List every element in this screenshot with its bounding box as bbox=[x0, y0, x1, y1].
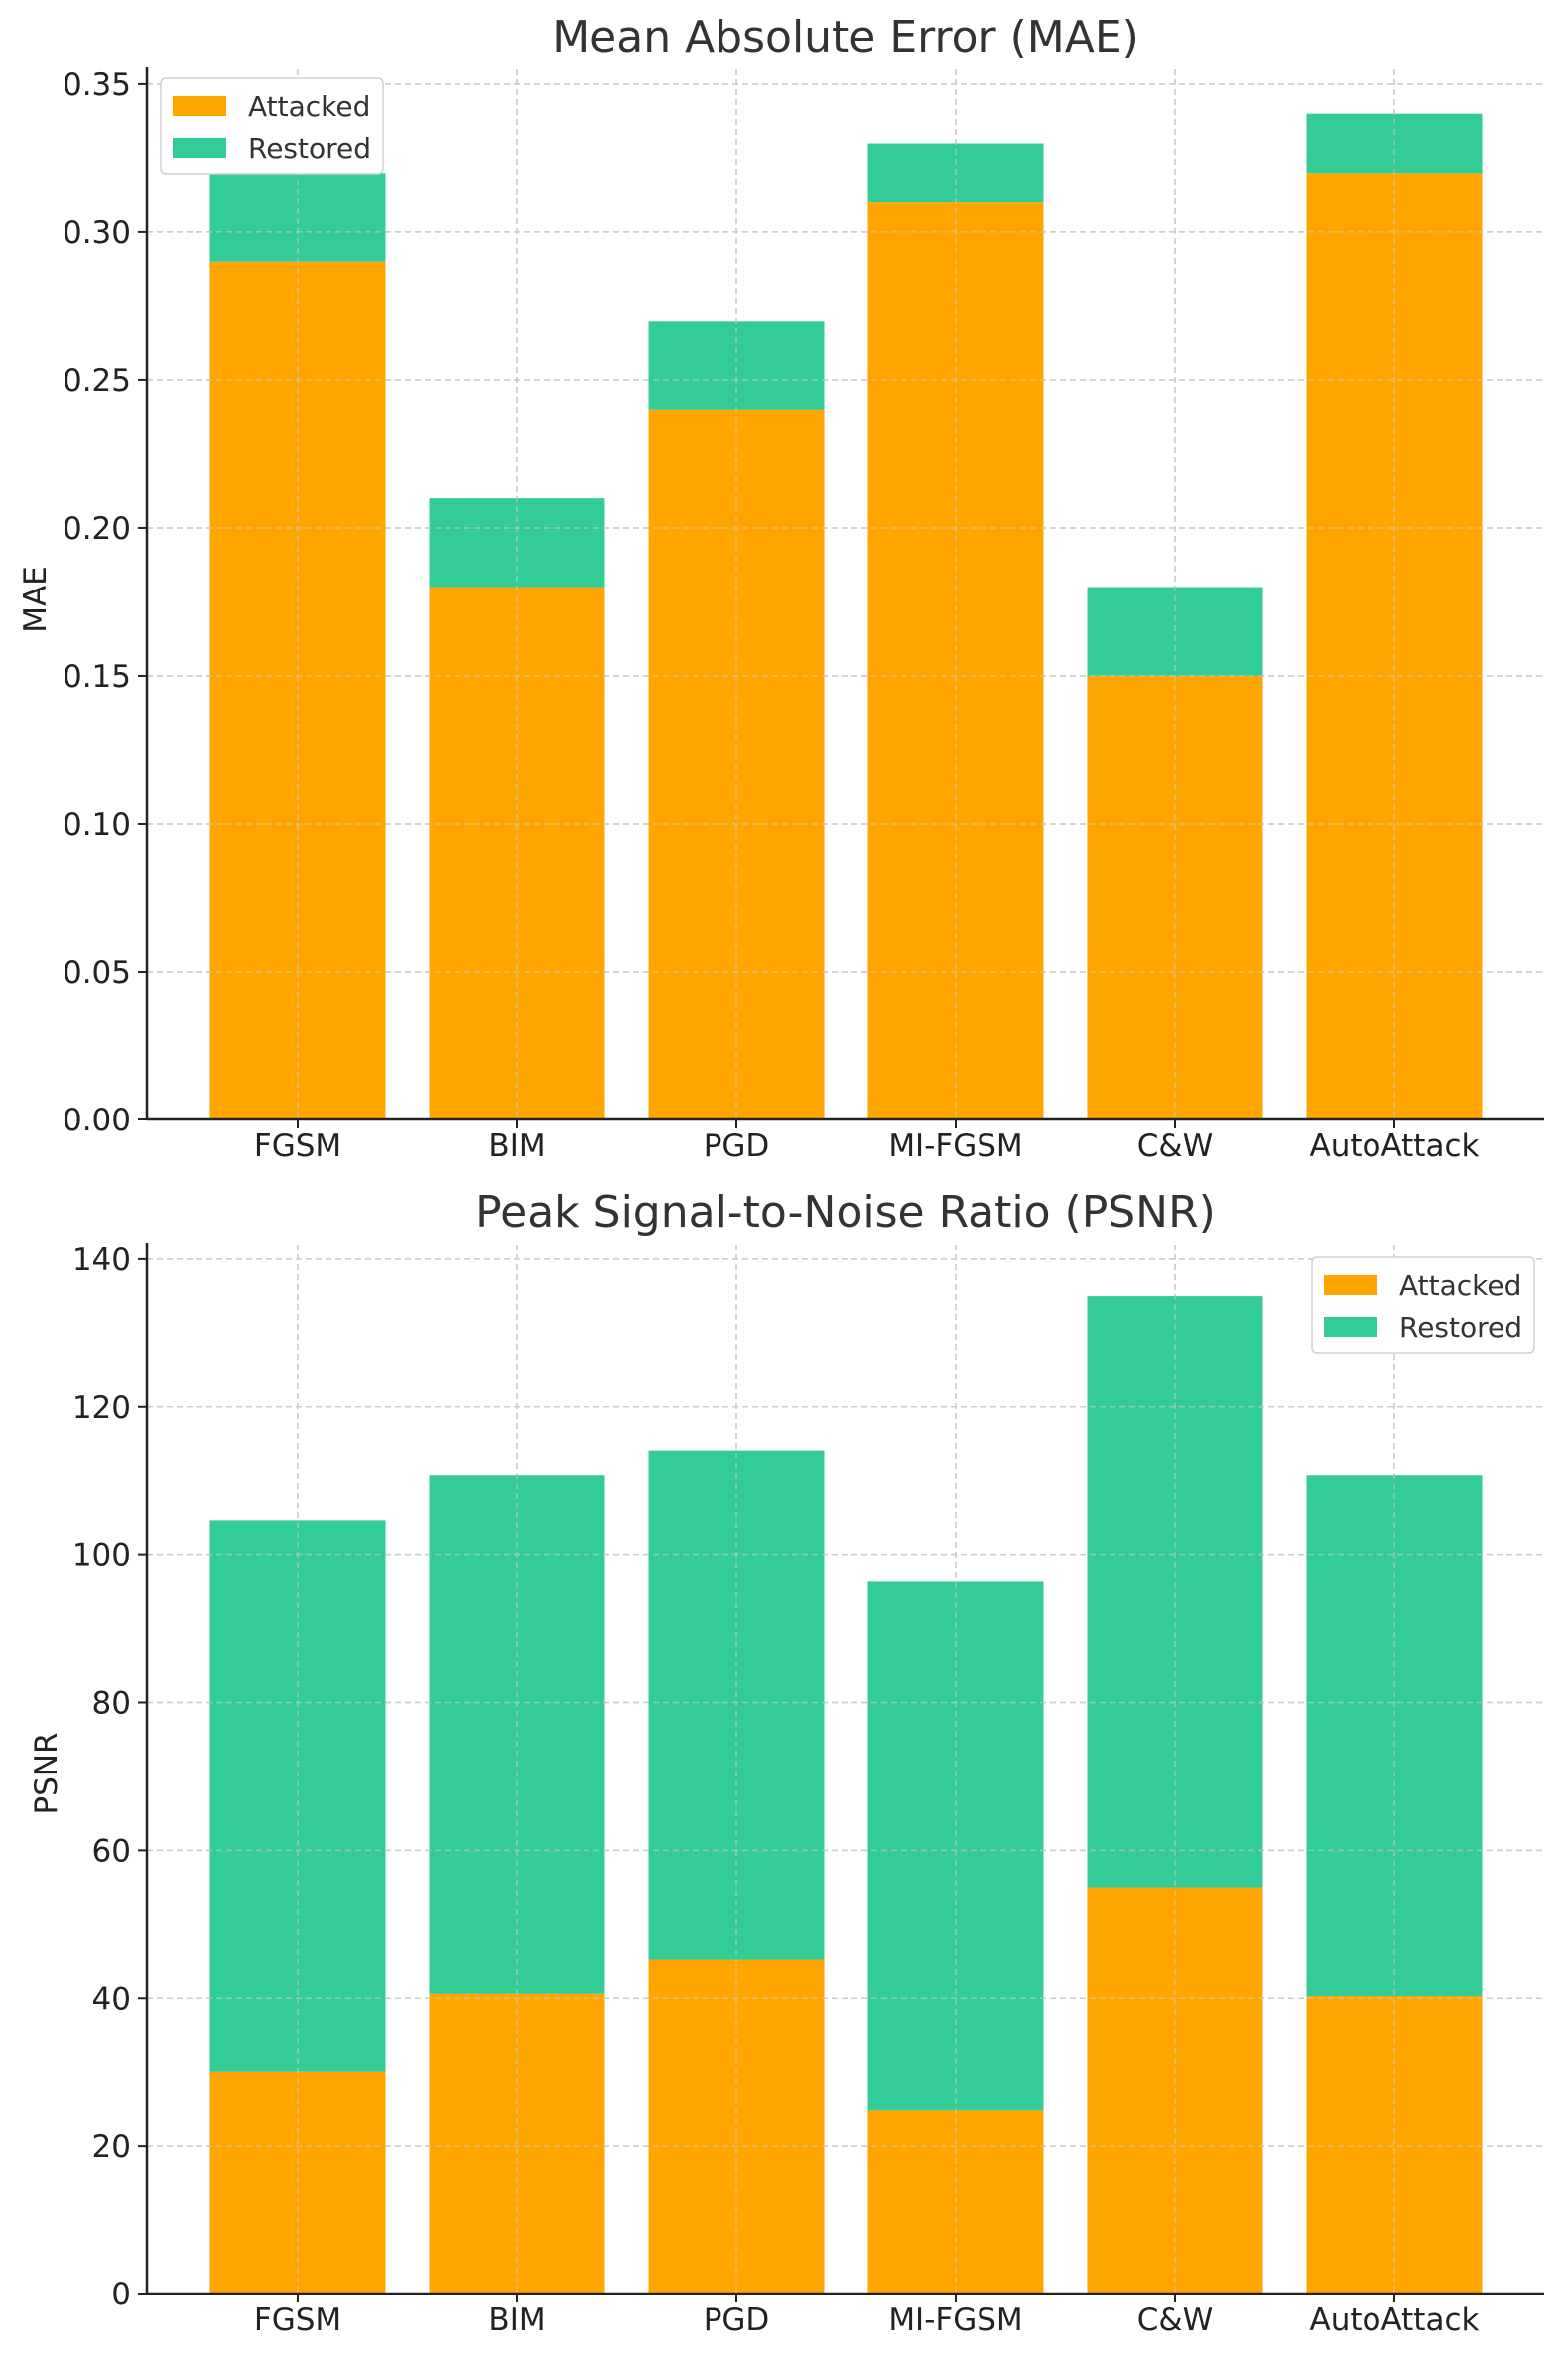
y-tick-label: 120 bbox=[72, 1390, 131, 1426]
x-tick-label-bim: BIM bbox=[488, 2302, 545, 2338]
x-tick-label-mi-fgsm: MI-FGSM bbox=[888, 2302, 1022, 2338]
y-tick-label: 60 bbox=[92, 1833, 131, 1869]
legend-label-attacked: Attacked bbox=[248, 90, 370, 123]
x-tick-label-mi-fgsm: MI-FGSM bbox=[888, 1128, 1022, 1164]
x-tick-label-c-w: C&W bbox=[1137, 2302, 1213, 2338]
legend-label-restored: Restored bbox=[248, 132, 371, 165]
y-tick-label: 0.25 bbox=[63, 363, 131, 399]
legend-swatch-attacked bbox=[1324, 1275, 1377, 1295]
x-tick-label-bim: BIM bbox=[488, 1128, 545, 1164]
chart-title: Mean Absolute Error (MAE) bbox=[552, 12, 1139, 63]
x-tick-labels: FGSM BIM PGD MI-FGSM C&W AutoAttack bbox=[254, 1128, 1480, 1164]
y-tick-label: 140 bbox=[72, 1243, 131, 1278]
psnr-chart: Peak Signal-to-Noise Ratio (PSNR) 0 20 40 6… bbox=[29, 1187, 1544, 2338]
y-tick-label: 0.15 bbox=[63, 659, 131, 695]
y-tick-label: 0.10 bbox=[63, 807, 131, 843]
legend-swatch-attacked bbox=[173, 96, 226, 116]
y-tick-label: 0.20 bbox=[63, 511, 131, 547]
legend-swatch-restored bbox=[1324, 1317, 1377, 1337]
legend-swatch-restored bbox=[173, 138, 226, 158]
y-tick-label: 80 bbox=[92, 1686, 131, 1722]
axes bbox=[138, 67, 1544, 1128]
mae-chart: Mean Absolute Error (MAE) 0.000.050.100.… bbox=[18, 12, 1544, 1164]
x-tick-label-pgd: PGD bbox=[704, 2302, 770, 2338]
y-tick-labels: 0.00 0.05 0.10 0.15 0.20 0.25 0.30 0.35 bbox=[63, 67, 131, 1138]
x-tick-label-pgd: PGD bbox=[704, 1128, 770, 1164]
y-tick-label: 0.05 bbox=[63, 955, 131, 990]
y-tick-label: 40 bbox=[92, 1981, 131, 2017]
x-tick-label-c-w: C&W bbox=[1137, 1128, 1213, 1164]
axes bbox=[138, 1243, 1544, 2302]
y-tick-label: 100 bbox=[72, 1538, 131, 1574]
y-tick-label: 0.35 bbox=[63, 67, 131, 103]
legend: Attacked Restored bbox=[1311, 1256, 1535, 1354]
y-tick-label: 0.30 bbox=[63, 215, 131, 251]
x-tick-label-autoattack: AutoAttack bbox=[1310, 2302, 1480, 2338]
chart-title: Peak Signal-to-Noise Ratio (PSNR) bbox=[475, 1187, 1216, 1238]
x-tick-label-fgsm: FGSM bbox=[254, 1128, 341, 1164]
bars bbox=[147, 1245, 1544, 2294]
legend-label-attacked: Attacked bbox=[1399, 1269, 1521, 1302]
y-tick-labels: 0 20 40 60 80 100 120 140 bbox=[72, 1243, 131, 2312]
bar-restored-bim bbox=[429, 498, 605, 588]
y-axis-label: PSNR bbox=[29, 1732, 65, 1814]
bar-restored-c-w bbox=[1087, 587, 1263, 676]
bar-attacked-autoattack bbox=[1306, 1996, 1483, 2294]
x-tick-labels: FGSM BIM PGD MI-FGSM C&W AutoAttack bbox=[254, 2302, 1480, 2338]
y-axis-label: MAE bbox=[18, 566, 54, 633]
y-tick-label: 0.00 bbox=[63, 1103, 131, 1138]
x-tick-label-fgsm: FGSM bbox=[254, 2302, 341, 2338]
y-tick-label: 0 bbox=[111, 2277, 131, 2312]
x-tick-label-autoattack: AutoAttack bbox=[1310, 1128, 1480, 1164]
legend-label-restored: Restored bbox=[1399, 1311, 1522, 1344]
bar-restored-fgsm bbox=[209, 173, 386, 262]
bar-restored-pgd bbox=[648, 321, 825, 410]
legend: Attacked Restored bbox=[160, 77, 384, 175]
bars bbox=[147, 69, 1544, 1119]
y-tick-label: 20 bbox=[92, 2129, 131, 2164]
